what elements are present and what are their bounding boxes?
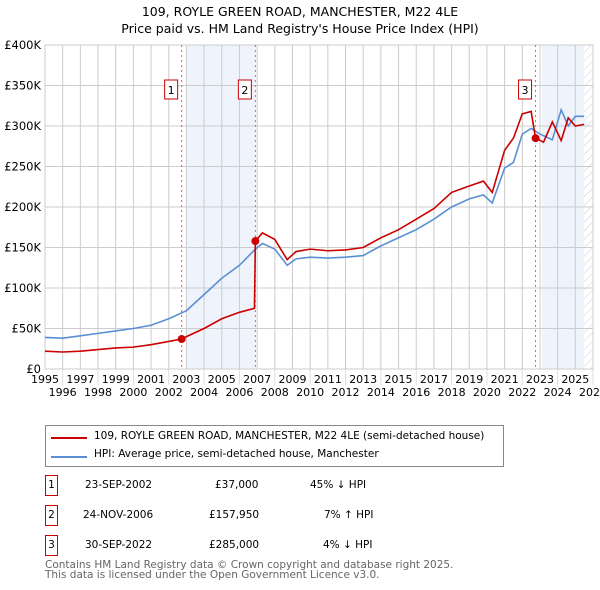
x-tick-label: 2007 — [243, 373, 271, 386]
sale-marker: 2 — [45, 505, 58, 526]
sale-point — [177, 335, 186, 344]
y-tick-label: £0 — [26, 362, 41, 376]
x-tick-label: 2025 — [561, 373, 589, 386]
sale-label: 3 — [522, 84, 529, 97]
title-line-2: Price paid vs. HM Land Registry's House … — [121, 21, 479, 36]
x-tick-label: 2004 — [190, 386, 218, 399]
x-tick-label: 2019 — [455, 373, 483, 386]
sale-marker: 1 — [45, 475, 58, 496]
sale-price: £157,950 — [209, 509, 260, 521]
sale-label: 2 — [241, 84, 248, 97]
x-tick-label: 2022 — [508, 386, 536, 399]
legend-property: 109, ROYLE GREEN ROAD, MANCHESTER, M22 4… — [94, 430, 485, 442]
sale-point — [531, 134, 540, 143]
x-tick-label: 2006 — [225, 386, 253, 399]
sale-hpi: 7% ↑ HPI — [324, 509, 374, 521]
x-tick-label: 2023 — [526, 373, 554, 386]
x-tick-label: 2003 — [172, 373, 200, 386]
x-tick-label: 2012 — [332, 386, 360, 399]
x-tick-label: 2008 — [261, 386, 289, 399]
x-tick-label: 2021 — [491, 373, 519, 386]
footer-line-2: This data is licensed under the Open Gov… — [45, 569, 380, 581]
hpi-line — [44, 107, 585, 340]
price-line — [44, 110, 585, 353]
y-tick-label: £200K — [4, 200, 41, 214]
x-tick-label: 1998 — [84, 386, 112, 399]
plot-frame — [44, 44, 594, 370]
x-tick-label: 2018 — [438, 386, 466, 399]
sale-point — [251, 237, 260, 246]
x-tick-label: 1995 — [31, 373, 59, 386]
x-tick-label: 2005 — [208, 373, 236, 386]
sale-price: £285,000 — [209, 539, 260, 551]
x-tick-label: 1997 — [66, 373, 94, 386]
x-tick-label: 2026 — [579, 386, 600, 399]
y-tick-label: £50K — [12, 322, 42, 336]
sale-row: 2 24-NOV-2006 £157,950 7% ↑ HPI — [45, 505, 445, 526]
y-tick-label: £250K — [4, 160, 41, 174]
x-tick-label: 2016 — [402, 386, 430, 399]
sale-marker: 3 — [45, 535, 58, 556]
title-line-1: 109, ROYLE GREEN ROAD, MANCHESTER, M22 4… — [141, 4, 459, 19]
sale-row: 3 30-SEP-2022 £285,000 4% ↓ HPI — [45, 535, 445, 556]
x-tick-label: 1996 — [49, 386, 77, 399]
x-tick-label: 2014 — [367, 386, 395, 399]
sale-label-box — [518, 79, 533, 100]
x-tick-label: 2015 — [385, 373, 413, 386]
sale-hpi: 4% ↓ HPI — [323, 539, 373, 551]
sale-hpi: 45% ↓ HPI — [310, 479, 367, 491]
x-tick-label: 2024 — [544, 386, 572, 399]
x-tick-label: 2009 — [278, 373, 306, 386]
sale-price: £37,000 — [215, 479, 259, 491]
price-chart: 1995199619971998199920002001200220032004… — [4, 38, 600, 399]
y-tick-label: £300K — [4, 119, 41, 133]
x-tick-label: 2011 — [314, 373, 342, 386]
sale-label-box — [237, 79, 252, 100]
chart-title: 109, ROYLE GREEN ROAD, MANCHESTER, M22 4… — [0, 3, 600, 37]
sale-label: 1 — [168, 84, 175, 97]
y-tick-label: £150K — [4, 241, 41, 255]
x-tick-label: 2020 — [473, 386, 501, 399]
legend-hpi: HPI: Average price, semi-detached house,… — [94, 448, 379, 460]
x-tick-label: 2001 — [137, 373, 165, 386]
legend: 109, ROYLE GREEN ROAD, MANCHESTER, M22 4… — [45, 425, 504, 467]
footer: Contains HM Land Registry data © Crown c… — [45, 559, 454, 581]
legend-red-line — [51, 437, 87, 439]
sale-date: 23-SEP-2002 — [85, 479, 153, 491]
sale-label-box — [164, 79, 179, 100]
legend-blue-line — [51, 456, 87, 458]
sale-date: 24-NOV-2006 — [83, 509, 154, 521]
sale-date: 30-SEP-2022 — [85, 539, 153, 551]
x-tick-label: 2010 — [296, 386, 324, 399]
x-tick-label: 2013 — [349, 373, 377, 386]
sale-row: 1 23-SEP-2002 £37,000 45% ↓ HPI — [45, 475, 445, 496]
x-tick-label: 2017 — [420, 373, 448, 386]
x-tick-label: 2002 — [155, 386, 183, 399]
y-tick-label: £400K — [4, 38, 41, 52]
y-tick-label: £100K — [4, 281, 41, 295]
x-tick-label: 1999 — [102, 373, 130, 386]
y-tick-label: £350K — [4, 79, 41, 93]
x-tick-label: 2000 — [119, 386, 147, 399]
footer-line-1: Contains HM Land Registry data © Crown c… — [45, 559, 454, 571]
